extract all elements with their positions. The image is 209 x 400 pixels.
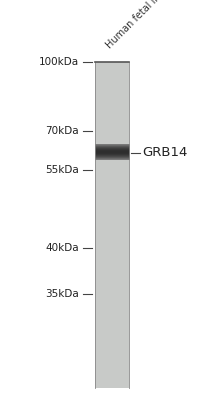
Text: 100kDa: 100kDa xyxy=(39,57,79,67)
Text: GRB14: GRB14 xyxy=(143,146,188,159)
Text: Human fetal intestine: Human fetal intestine xyxy=(105,0,187,50)
Text: 70kDa: 70kDa xyxy=(45,126,79,136)
Text: 35kDa: 35kDa xyxy=(45,289,79,299)
Text: 55kDa: 55kDa xyxy=(45,165,79,175)
Text: 40kDa: 40kDa xyxy=(45,243,79,253)
Bar xyxy=(94,62,129,388)
